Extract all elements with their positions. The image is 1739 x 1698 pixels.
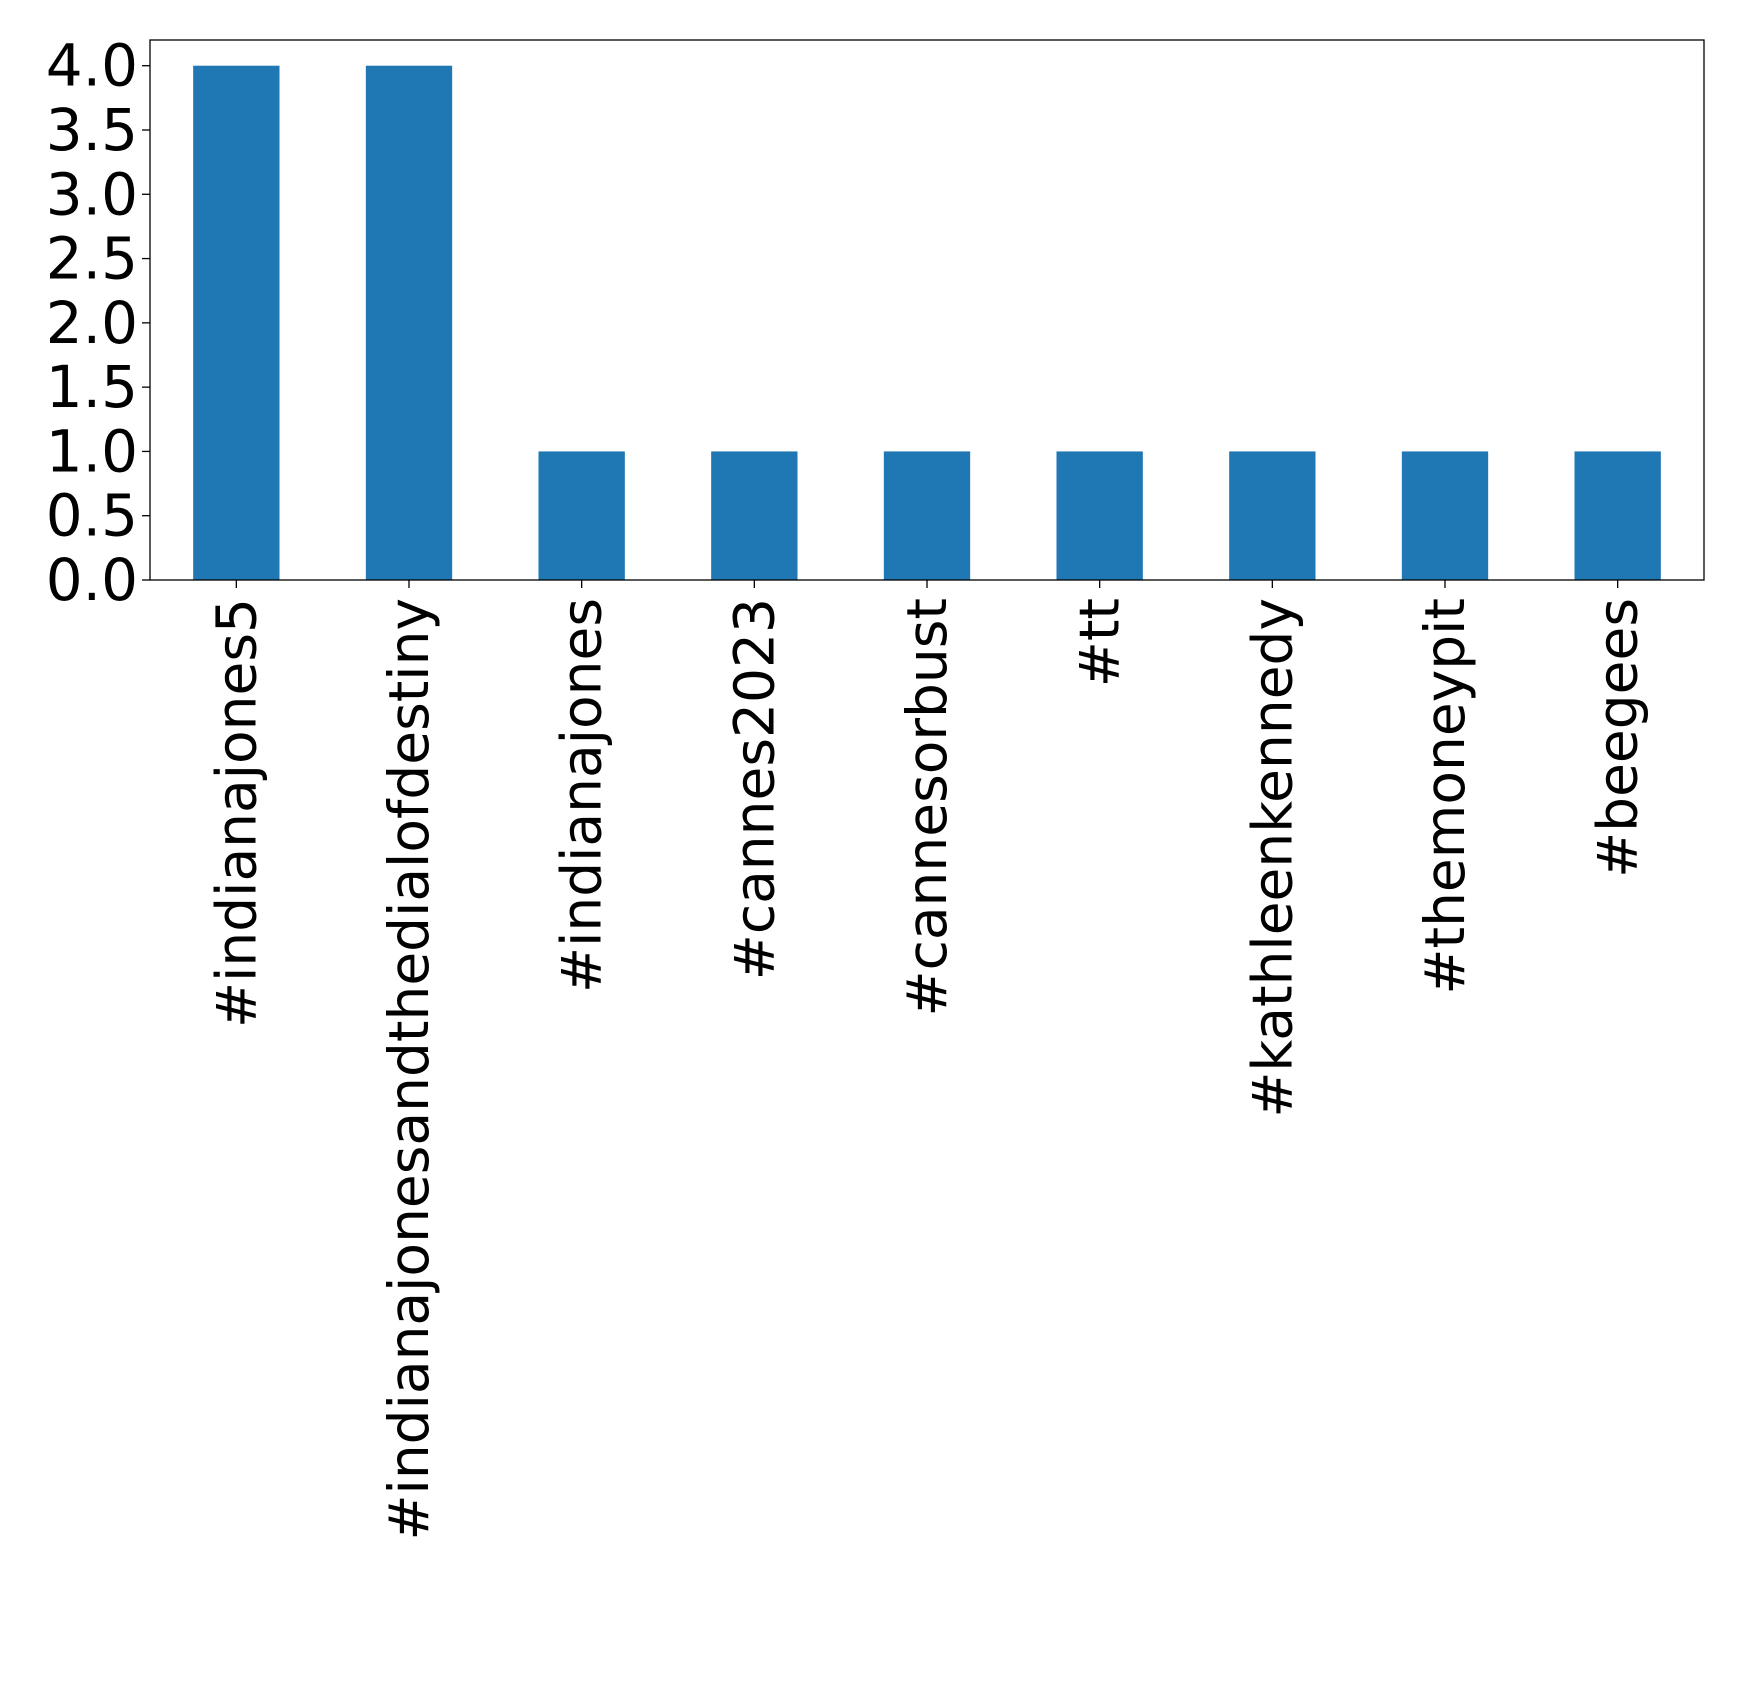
x-tick-label: #cannesorbust <box>895 598 959 1017</box>
y-tick-label: 1.5 <box>46 353 138 421</box>
y-tick-label: 3.5 <box>46 96 138 164</box>
bar-indianajonesandthedialofdestiny <box>365 65 453 580</box>
bar-tt <box>1056 451 1143 580</box>
y-tick-label: 2.5 <box>46 225 138 293</box>
plot-frame <box>149 39 1705 581</box>
y-tick-label: 1.0 <box>46 417 138 485</box>
x-tick-label: #indianajones <box>550 598 614 993</box>
x-tick-label: #cannes2023 <box>722 598 786 980</box>
bar-cannesorbust <box>883 451 971 580</box>
bar-indianajones5 <box>193 65 280 580</box>
bars-group <box>193 65 1661 580</box>
y-axis: 0.00.51.01.52.02.53.03.54.0 <box>46 32 150 614</box>
y-tick-label: 3.0 <box>46 160 138 228</box>
bar-cannes2023 <box>711 451 798 580</box>
x-tick-label: #themoneypit <box>1413 598 1477 995</box>
x-tick-label: #indianajonesandthedialofdestiny <box>377 598 441 1541</box>
x-axis: #indianajones5 #indianajonesandthedialofd… <box>204 580 1650 1541</box>
y-tick-label: 4.0 <box>46 32 138 100</box>
bar-kathleenkennedy <box>1229 451 1316 580</box>
bar-indianajones <box>538 451 625 580</box>
x-tick-label: #beegees <box>1586 598 1650 878</box>
y-tick-label: 2.0 <box>46 289 138 357</box>
y-tick-label: 0.5 <box>46 482 138 550</box>
x-tick-label: #tt <box>1068 598 1132 687</box>
bar-themoneypit <box>1401 451 1489 580</box>
bar-beegees <box>1574 451 1661 580</box>
x-tick-label: #kathleenkennedy <box>1240 598 1304 1118</box>
x-tick-label: #indianajones5 <box>204 598 268 1028</box>
y-tick-label: 0.0 <box>46 546 138 614</box>
